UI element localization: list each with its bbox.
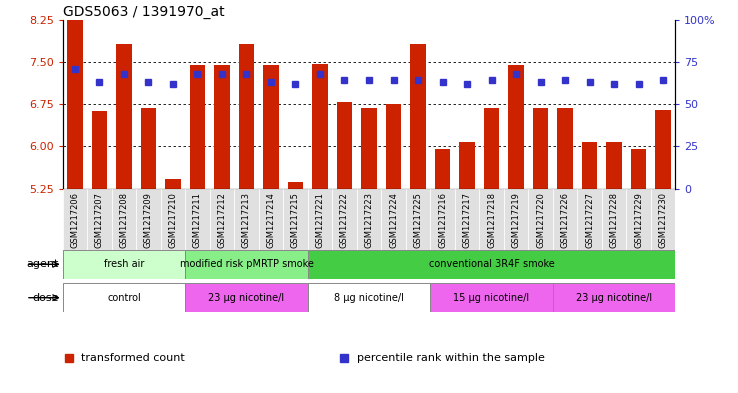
Bar [63, 250, 185, 279]
Bar [385, 104, 401, 189]
Text: control: control [107, 293, 141, 303]
Bar [63, 189, 87, 259]
Bar [312, 64, 328, 189]
Text: GSM1217213: GSM1217213 [242, 192, 251, 248]
Bar [185, 189, 210, 259]
Text: GSM1217208: GSM1217208 [120, 192, 128, 248]
Text: GSM1217210: GSM1217210 [168, 192, 177, 248]
Bar [382, 189, 406, 259]
Bar [630, 149, 646, 189]
Bar [627, 189, 651, 259]
Bar [356, 189, 382, 259]
Text: GSM1217220: GSM1217220 [536, 192, 545, 248]
Bar [288, 182, 303, 189]
Bar [234, 189, 259, 259]
Bar [190, 65, 205, 189]
Text: GSM1217211: GSM1217211 [193, 192, 202, 248]
Bar [410, 44, 426, 189]
Bar [67, 14, 83, 189]
Bar [238, 44, 255, 189]
Text: percentile rank within the sample: percentile rank within the sample [356, 353, 545, 363]
Text: 23 μg nicotine/l: 23 μg nicotine/l [208, 293, 285, 303]
Bar [651, 189, 675, 259]
Bar [582, 142, 598, 189]
Text: transformed count: transformed count [81, 353, 184, 363]
Bar [140, 108, 156, 189]
Bar [528, 189, 553, 259]
Text: dose: dose [32, 293, 59, 303]
Text: conventional 3R4F smoke: conventional 3R4F smoke [429, 259, 554, 269]
Text: GSM1217215: GSM1217215 [291, 192, 300, 248]
Bar [214, 65, 230, 189]
Bar [508, 65, 524, 189]
Text: GSM1217225: GSM1217225 [413, 192, 422, 248]
Bar [553, 283, 675, 312]
Text: GSM1217219: GSM1217219 [511, 192, 520, 248]
Text: agent: agent [27, 259, 59, 269]
Text: GSM1217226: GSM1217226 [561, 192, 570, 248]
Text: GSM1217214: GSM1217214 [266, 192, 275, 248]
Bar [111, 189, 137, 259]
Text: modified risk pMRTP smoke: modified risk pMRTP smoke [179, 259, 314, 269]
Bar [479, 189, 504, 259]
Bar [259, 189, 283, 259]
Bar [459, 142, 475, 189]
Bar [361, 108, 377, 189]
Text: GSM1217227: GSM1217227 [585, 192, 594, 248]
Bar [533, 108, 548, 189]
Bar [430, 283, 553, 312]
Bar [308, 250, 675, 279]
Bar [435, 149, 450, 189]
Bar [185, 283, 308, 312]
Bar [185, 250, 308, 279]
Text: 23 μg nicotine/l: 23 μg nicotine/l [576, 293, 652, 303]
Bar [87, 189, 111, 259]
Bar [430, 189, 455, 259]
Bar [308, 189, 332, 259]
Bar [606, 142, 622, 189]
Bar [332, 189, 356, 259]
Text: GSM1217223: GSM1217223 [365, 192, 373, 248]
Text: fresh air: fresh air [104, 259, 144, 269]
Text: GSM1217228: GSM1217228 [610, 192, 618, 248]
Bar [337, 103, 353, 189]
Bar [116, 44, 132, 189]
Text: GSM1217216: GSM1217216 [438, 192, 447, 248]
Bar [655, 110, 671, 189]
Text: GSM1217222: GSM1217222 [340, 192, 349, 248]
Text: GSM1217212: GSM1217212 [218, 192, 227, 248]
Text: GSM1217217: GSM1217217 [463, 192, 472, 248]
Text: GSM1217209: GSM1217209 [144, 192, 153, 248]
Text: GSM1217221: GSM1217221 [316, 192, 325, 248]
Bar [504, 189, 528, 259]
Bar [557, 108, 573, 189]
Bar [165, 179, 181, 189]
Bar [406, 189, 430, 259]
Bar [483, 108, 500, 189]
Text: GSM1217206: GSM1217206 [71, 192, 80, 248]
Text: GDS5063 / 1391970_at: GDS5063 / 1391970_at [63, 5, 224, 18]
Bar [63, 283, 185, 312]
Text: 8 μg nicotine/l: 8 μg nicotine/l [334, 293, 404, 303]
Bar [283, 189, 308, 259]
Bar [577, 189, 601, 259]
Bar [137, 189, 161, 259]
Bar [263, 65, 279, 189]
Bar [92, 112, 108, 189]
Text: GSM1217229: GSM1217229 [634, 192, 643, 248]
Text: GSM1217207: GSM1217207 [95, 192, 104, 248]
Text: GSM1217218: GSM1217218 [487, 192, 496, 248]
Bar [601, 189, 627, 259]
Text: GSM1217224: GSM1217224 [389, 192, 398, 248]
Text: GSM1217230: GSM1217230 [658, 192, 667, 248]
Bar [553, 189, 577, 259]
Bar [210, 189, 234, 259]
Text: 15 μg nicotine/l: 15 μg nicotine/l [453, 293, 530, 303]
Bar [455, 189, 479, 259]
Bar [161, 189, 185, 259]
Bar [308, 283, 430, 312]
